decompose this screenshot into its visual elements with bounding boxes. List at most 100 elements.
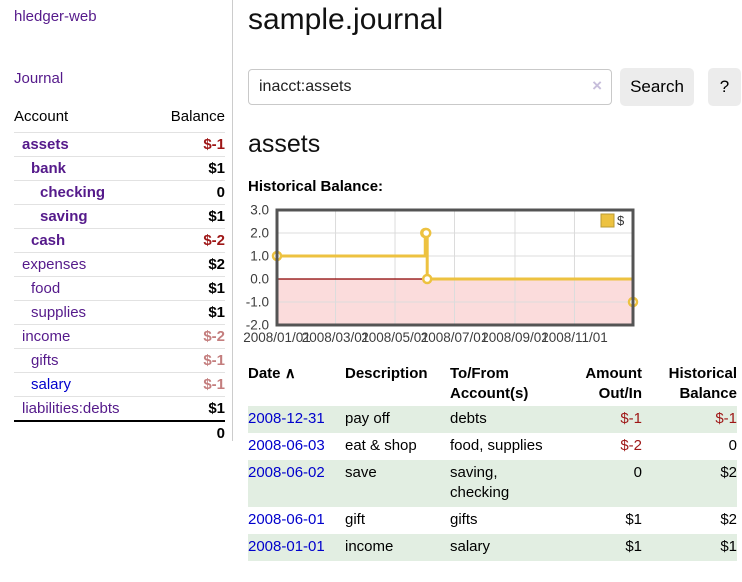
account-balance: $1: [153, 156, 225, 181]
sidebar-item-journal[interactable]: Journal: [14, 70, 64, 87]
accounts-cell: debts: [450, 410, 487, 427]
amount-cell: $1: [625, 538, 642, 555]
plot-border: [275, 208, 635, 327]
description-cell: income: [345, 538, 394, 555]
col-date: Date ∧: [248, 362, 345, 406]
app-title-link[interactable]: hledger-web: [14, 8, 97, 25]
account-name-cell: cash: [14, 228, 154, 253]
account-row: expenses $2: [14, 252, 225, 277]
amount-cell: $-1: [620, 410, 642, 427]
balance-cell: $2: [720, 464, 737, 481]
accounts-col-account: Account: [14, 108, 69, 125]
accounts-cell: food, supplies: [450, 437, 543, 454]
account-name-cell: gifts: [14, 348, 154, 373]
account-row: saving $1: [14, 204, 225, 229]
col-balance-line2: Balance: [679, 385, 737, 402]
transaction-date-link[interactable]: 2008-12-31: [248, 410, 325, 427]
sort-by-date-link[interactable]: Date ∧: [248, 365, 296, 382]
y-tick-label: -2.0: [246, 318, 269, 333]
account-row: checking 0: [14, 180, 225, 205]
sidebar-account-salary[interactable]: salary: [31, 375, 72, 393]
balance-cell: $2: [720, 511, 737, 528]
account-heading: assets: [248, 130, 321, 158]
x-tick-label: 2008/11/01: [541, 330, 608, 345]
transaction-date-link[interactable]: 2008-06-02: [248, 464, 325, 481]
transaction-date-link[interactable]: 2008-06-03: [248, 437, 325, 454]
account-balance: $-2: [153, 324, 225, 349]
account-row: gifts $-1: [14, 348, 225, 373]
account-name-cell: checking: [14, 180, 154, 205]
sidebar-account-assets[interactable]: assets: [22, 135, 69, 153]
accounts-col-balance: Balance: [170, 108, 225, 125]
account-row: food $1: [14, 276, 225, 301]
sidebar-account-cash[interactable]: cash: [31, 231, 66, 249]
account-balance: $1: [153, 204, 225, 229]
help-button[interactable]: ?: [708, 68, 741, 106]
account-name-cell: saving: [14, 204, 154, 229]
historical-balance-chart: $3.0 2.0 1.0 0.0 -1.0 -2.02008/01/012008/03/0…: [243, 203, 639, 345]
search-button[interactable]: Search: [620, 68, 694, 106]
sidebar-account-income[interactable]: income: [22, 327, 71, 345]
amount-cell: $-2: [620, 437, 642, 454]
account-name-cell: bank: [14, 156, 154, 181]
description-cell: gift: [345, 511, 366, 528]
col-balance-line1: Historical: [668, 365, 737, 382]
transaction-row: 2008-06-03 eat & shop food, supplies $-2 0: [248, 433, 737, 460]
accounts-total-spacer: [14, 420, 154, 445]
sidebar-account-bank[interactable]: bank: [31, 159, 67, 177]
account-balance: $1: [153, 396, 225, 421]
col-amount: Amount Out/In: [554, 362, 642, 406]
x-tick-label: 2008/03/01: [302, 330, 370, 345]
search-box: ×: [248, 69, 612, 105]
date-cell: 2008-06-01: [248, 507, 345, 534]
account-row: supplies $1: [14, 300, 225, 325]
account-row: income $-2: [14, 324, 225, 349]
description-cell: pay off: [345, 410, 390, 427]
amount-cell: 0: [633, 464, 642, 481]
sidebar-account-gifts[interactable]: gifts: [31, 351, 59, 369]
account-balance: $-1: [153, 348, 225, 373]
account-name-cell: liabilities:debts: [14, 396, 154, 421]
account-name-cell: assets: [14, 132, 154, 157]
transaction-date-link[interactable]: 2008-06-01: [248, 511, 325, 528]
date-cell: 2008-12-31: [248, 406, 345, 433]
clear-search-icon[interactable]: ×: [592, 76, 602, 95]
account-row: bank $1: [14, 156, 225, 181]
sidebar: hledger-web Journal Account Balance asse…: [0, 0, 233, 445]
account-balance: $2: [153, 252, 225, 277]
chart-title: Historical Balance:: [248, 178, 384, 195]
main-content: sample.journal × Search ? assets Histori…: [243, 0, 742, 561]
account-balance: 0: [153, 180, 225, 205]
sidebar-account-checking[interactable]: checking: [40, 183, 106, 201]
accounts-total-row: 0: [14, 420, 225, 445]
account-balance: $1: [153, 276, 225, 301]
account-balance: $-2: [153, 228, 225, 253]
sidebar-account-food[interactable]: food: [31, 279, 61, 297]
balance-cell: $1: [720, 538, 737, 555]
description-cell: eat & shop: [345, 437, 417, 454]
legend-swatch: [600, 213, 615, 228]
accounts-total-balance: 0: [153, 420, 225, 445]
y-tick-label: 2.0: [250, 226, 269, 241]
x-tick-label: 2008/09/01: [481, 330, 549, 345]
col-date-label: Date: [248, 365, 281, 382]
transaction-date-link[interactable]: 2008-01-01: [248, 538, 325, 555]
sidebar-account-saving[interactable]: saving: [40, 207, 88, 225]
page-title: sample.journal: [248, 3, 444, 36]
legend-label: $: [617, 213, 625, 228]
transaction-row: 2008-01-01 income salary $1 $1: [248, 534, 737, 561]
accounts-header-row: Account Balance: [14, 104, 225, 133]
col-amount-line2: Out/In: [598, 385, 642, 402]
account-row: liabilities:debts $1: [14, 396, 225, 421]
transaction-row: 2008-12-31 pay off debts $-1 $-1: [248, 406, 737, 433]
y-tick-label: 1.0: [250, 249, 269, 264]
sidebar-account-liabilities-debts[interactable]: liabilities:debts: [22, 399, 120, 417]
sidebar-account-expenses[interactable]: expenses: [22, 255, 87, 273]
amount-cell: $1: [625, 511, 642, 528]
transaction-row: 2008-06-01 gift gifts $1 $2: [248, 507, 737, 534]
accounts-table: Account Balance assets $-1 bank $1 checking 0…: [14, 104, 225, 445]
x-tick-label: 2008/01/01: [243, 330, 311, 345]
search-input[interactable]: [248, 69, 612, 105]
col-description: Description: [345, 365, 428, 382]
sidebar-account-supplies[interactable]: supplies: [31, 303, 87, 321]
